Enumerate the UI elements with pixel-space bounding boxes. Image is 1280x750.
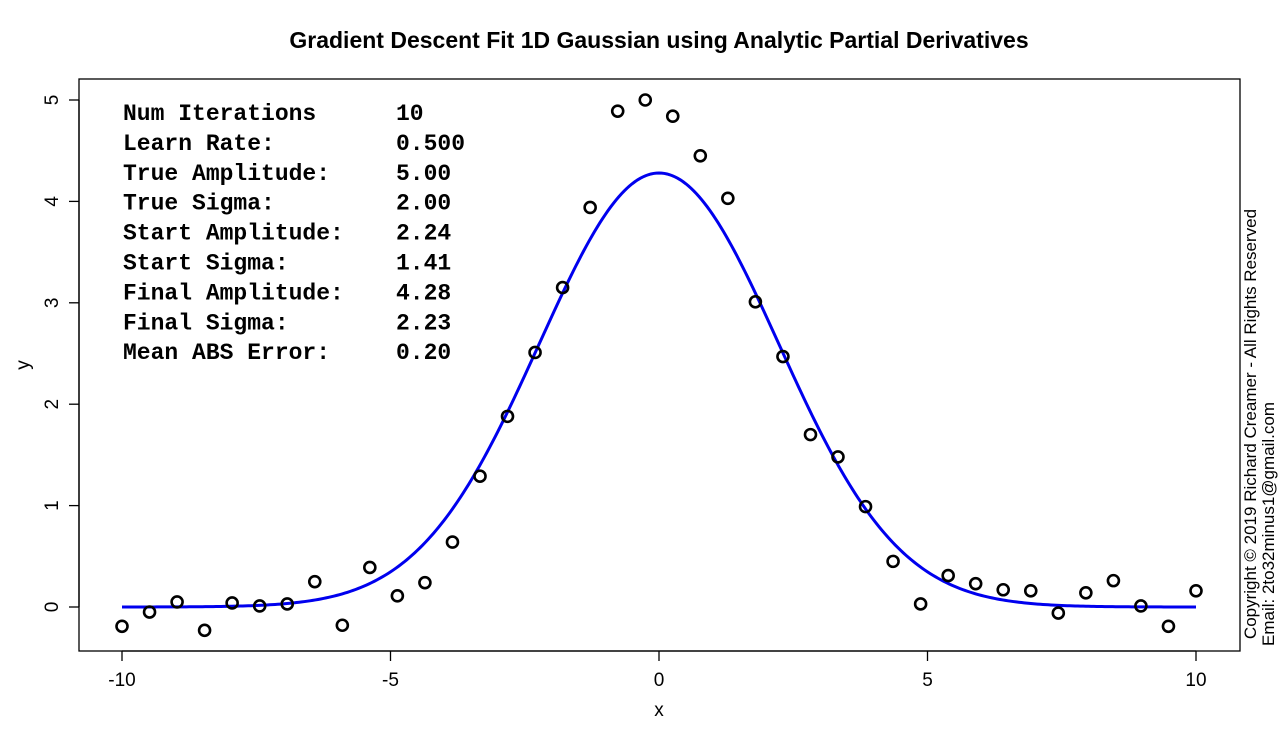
y-tick-label: 4 xyxy=(42,196,63,207)
y-axis: 0 1 2 3 4 5 xyxy=(42,95,80,613)
data-point xyxy=(445,535,460,549)
annotation-label: True Amplitude: xyxy=(123,161,330,187)
data-point xyxy=(583,200,597,215)
data-point xyxy=(968,576,983,591)
fit-curve-line xyxy=(122,171,1196,609)
data-point xyxy=(803,427,818,442)
y-tick-label: 1 xyxy=(42,500,63,511)
data-point xyxy=(858,499,873,514)
annotation-value: 2.00 xyxy=(396,191,451,217)
x-axis: -10 -5 0 5 10 xyxy=(108,650,1207,691)
data-point xyxy=(610,104,625,118)
data-point xyxy=(197,623,212,638)
annotation-label: Learn Rate: xyxy=(123,131,275,157)
data-point xyxy=(1079,586,1093,600)
annotation-value: 0.20 xyxy=(396,340,451,366)
annotation-label: Final Amplitude: xyxy=(123,280,344,306)
data-point xyxy=(693,148,708,163)
annotation-value: 2.23 xyxy=(396,310,451,336)
data-point xyxy=(1161,619,1176,634)
data-point xyxy=(776,349,790,364)
annotation-value: 4.28 xyxy=(396,280,451,306)
data-point xyxy=(996,582,1011,597)
copyright-line: Copyright © 2019 Richard Creamer - All R… xyxy=(1241,209,1260,639)
annotation-value: 5.00 xyxy=(396,161,451,187)
email-line: Email: 2to32minus1@gmail.com xyxy=(1259,402,1278,646)
annotation-label: Start Amplitude: xyxy=(123,221,344,247)
data-point xyxy=(363,560,377,575)
annotation-label: Start Sigma: xyxy=(123,251,289,277)
fit-parameters-text: Num Iterations 10 Learn Rate: 0.500 True Amp… xyxy=(123,101,465,366)
annotation-label: Num Iterations xyxy=(123,101,316,127)
data-point xyxy=(913,597,928,611)
annotation-label: True Sigma: xyxy=(123,191,275,217)
annotation-label: Final Sigma: xyxy=(123,310,289,336)
data-point xyxy=(142,605,157,619)
data-points xyxy=(115,93,1203,638)
y-tick-label: 5 xyxy=(42,95,63,106)
data-point xyxy=(335,618,350,633)
data-point xyxy=(1051,606,1066,620)
data-point xyxy=(280,597,295,611)
data-point xyxy=(941,568,955,583)
data-point xyxy=(500,409,515,424)
data-point xyxy=(115,619,129,634)
data-point xyxy=(170,595,184,609)
y-axis-label: y xyxy=(13,360,34,370)
data-point xyxy=(1023,583,1038,598)
annotation-value: 0.500 xyxy=(396,131,465,157)
chart-title: Gradient Descent Fit 1D Gaussian using A… xyxy=(289,27,1028,53)
data-point xyxy=(831,450,845,464)
data-point xyxy=(252,599,267,613)
data-point xyxy=(473,469,487,483)
data-point xyxy=(665,109,680,124)
annotation-value: 2.24 xyxy=(396,221,451,247)
annotation-label: Mean ABS Error: xyxy=(123,340,330,366)
data-point xyxy=(1189,583,1203,598)
x-tick-label: 0 xyxy=(654,670,665,691)
x-axis-label: x xyxy=(654,700,664,721)
data-point xyxy=(225,596,239,610)
x-tick-label: 5 xyxy=(922,670,933,691)
x-tick-label: -5 xyxy=(382,670,399,691)
data-point xyxy=(390,589,405,603)
data-point xyxy=(1134,599,1148,613)
data-point xyxy=(748,294,763,309)
y-tick-label: 2 xyxy=(42,399,63,410)
data-point xyxy=(886,554,900,569)
data-point xyxy=(418,575,432,590)
data-point xyxy=(721,191,735,206)
annotation-value: 10 xyxy=(396,101,424,127)
data-point xyxy=(307,574,322,589)
data-point xyxy=(1106,573,1121,588)
y-tick-label: 0 xyxy=(42,602,63,613)
annotation-value: 1.41 xyxy=(396,251,451,277)
x-tick-label: 10 xyxy=(1185,670,1206,691)
y-tick-label: 3 xyxy=(42,298,63,309)
data-point xyxy=(528,345,542,360)
data-point xyxy=(555,280,570,295)
x-tick-label: -10 xyxy=(108,670,135,691)
data-point xyxy=(638,93,653,107)
